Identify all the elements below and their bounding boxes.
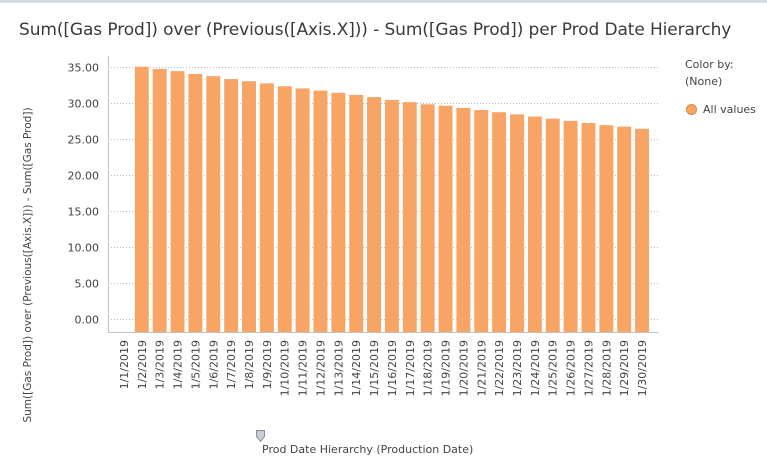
bar[interactable] [295, 88, 310, 333]
y-tick-label: 10.00 [68, 242, 100, 255]
x-tick-labels: 1/1/2019 1/2/2019 1/3/2019 1/4/2019 1/5/2019… [118, 340, 649, 396]
y-axis-title-text: Sum([Gas Prod]) over (Previous([Axis.X])… [22, 107, 34, 423]
x-tick-label: 1/29/2019 [618, 340, 631, 396]
bar[interactable] [206, 76, 221, 333]
bar[interactable] [510, 114, 524, 333]
x-tick-label: 1/8/2019 [243, 340, 256, 389]
x-tick-label: 1/30/2019 [636, 340, 649, 396]
y-tick-label: 0.00 [75, 314, 100, 327]
x-axis-title[interactable]: Prod Date Hierarchy (Production Date) [262, 443, 474, 456]
x-tick-label: 1/12/2019 [315, 340, 328, 396]
x-tick-label: 1/6/2019 [207, 340, 220, 389]
bar[interactable] [170, 71, 185, 332]
y-tick-label: 25.00 [68, 134, 100, 147]
axes [108, 56, 659, 333]
bar[interactable] [331, 92, 346, 332]
x-tick-label: 1/24/2019 [529, 340, 542, 396]
bar[interactable] [635, 128, 650, 332]
y-tick-label: 5.00 [75, 278, 100, 291]
x-tick-label: 1/21/2019 [475, 340, 488, 396]
y-tick-label: 15.00 [68, 206, 100, 219]
bar[interactable] [527, 116, 542, 332]
bar[interactable] [349, 94, 364, 332]
x-tick-label: 1/23/2019 [511, 340, 524, 396]
x-tick-label: 1/3/2019 [154, 340, 167, 389]
x-tick-label: 1/7/2019 [225, 340, 238, 389]
y-tick-label: 20.00 [68, 170, 100, 183]
bar[interactable] [367, 97, 382, 332]
bar[interactable] [384, 99, 399, 333]
axis-selector-handle-icon[interactable] [256, 430, 265, 442]
legend-color-by-label: Color by: [685, 58, 734, 71]
bar[interactable] [474, 110, 489, 332]
x-tick-label: 1/27/2019 [583, 340, 596, 396]
bar[interactable] [545, 118, 560, 332]
x-tick-label: 1/14/2019 [350, 340, 363, 396]
x-tick-label: 1/2/2019 [136, 340, 149, 389]
bar[interactable] [313, 90, 328, 332]
bar[interactable] [438, 105, 453, 332]
bar[interactable] [492, 112, 507, 333]
bar[interactable] [277, 86, 292, 333]
bar[interactable] [259, 83, 274, 332]
x-tick-label: 1/19/2019 [440, 340, 453, 396]
x-tick-label: 1/5/2019 [189, 340, 202, 389]
bar[interactable] [563, 120, 578, 332]
legend-item-all-values[interactable]: All values [685, 103, 765, 117]
x-tick-label: 1/25/2019 [547, 340, 560, 396]
legend-item-label: All values [703, 103, 756, 116]
y-tick-label: 35.00 [68, 62, 100, 75]
bar[interactable] [420, 104, 435, 332]
x-tick-label: 1/4/2019 [172, 340, 185, 389]
bar[interactable] [456, 107, 471, 332]
bar[interactable] [599, 125, 614, 333]
legend-swatch-icon [686, 104, 697, 115]
bar[interactable] [581, 123, 596, 333]
bar[interactable] [242, 81, 256, 332]
y-tick-labels: 0.00 5.00 10.00 15.00 20.00 25.00 30.00 35.00 [68, 62, 100, 327]
x-tick-label: 1/15/2019 [368, 340, 381, 396]
x-tick-label: 1/20/2019 [457, 340, 470, 396]
bar[interactable] [224, 79, 239, 332]
bars [134, 66, 650, 333]
legend-color-by-value[interactable]: (None) [685, 75, 723, 88]
y-tick-label: 30.00 [68, 98, 100, 111]
x-tick-label: 1/13/2019 [332, 340, 345, 396]
bar[interactable] [617, 126, 632, 333]
x-tick-label: 1/22/2019 [493, 340, 506, 396]
x-tick-label: 1/10/2019 [279, 340, 292, 396]
x-tick-label: 1/17/2019 [404, 340, 417, 396]
x-tick-label: 1/18/2019 [422, 340, 435, 396]
bar[interactable] [402, 102, 417, 333]
x-tick-label: 1/9/2019 [261, 340, 274, 389]
bar[interactable] [188, 74, 203, 333]
chart-title: Sum([Gas Prod]) over (Previous([Axis.X])… [19, 20, 732, 40]
legend: Color by: (None) All values [685, 56, 756, 116]
top-border [0, 0, 767, 3]
x-tick-label: 1/16/2019 [386, 340, 399, 396]
x-tick-label: 1/11/2019 [297, 340, 310, 396]
x-tick-label: 1/28/2019 [600, 340, 613, 396]
x-tick-label: 1/26/2019 [565, 340, 578, 396]
bar[interactable] [152, 68, 167, 332]
x-tick-label: 1/1/2019 [118, 340, 131, 389]
bar[interactable] [134, 66, 149, 332]
